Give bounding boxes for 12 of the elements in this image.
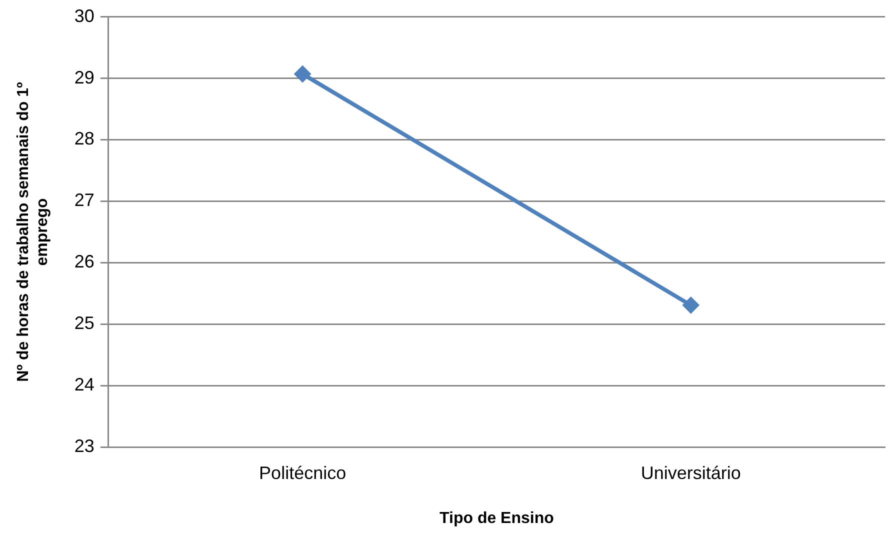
x-axis-title: Tipo de Ensino bbox=[440, 510, 554, 527]
y-tick-label: 23 bbox=[74, 436, 94, 456]
y-axis-title: Nº de horas de trabalho semanais do 1º emprego bbox=[15, 82, 52, 382]
y-tick-label: 29 bbox=[74, 67, 94, 88]
y-tick-label: 27 bbox=[74, 190, 94, 210]
y-tick-label: 30 bbox=[74, 6, 94, 26]
y-tick-label: 24 bbox=[74, 374, 94, 395]
x-tick-label: Universitário bbox=[640, 462, 741, 483]
x-tick-label: Politécnico bbox=[259, 462, 346, 483]
y-tick-label: 28 bbox=[74, 128, 94, 149]
y-tick-label: 25 bbox=[74, 313, 94, 334]
y-tick-label: 26 bbox=[74, 252, 94, 272]
